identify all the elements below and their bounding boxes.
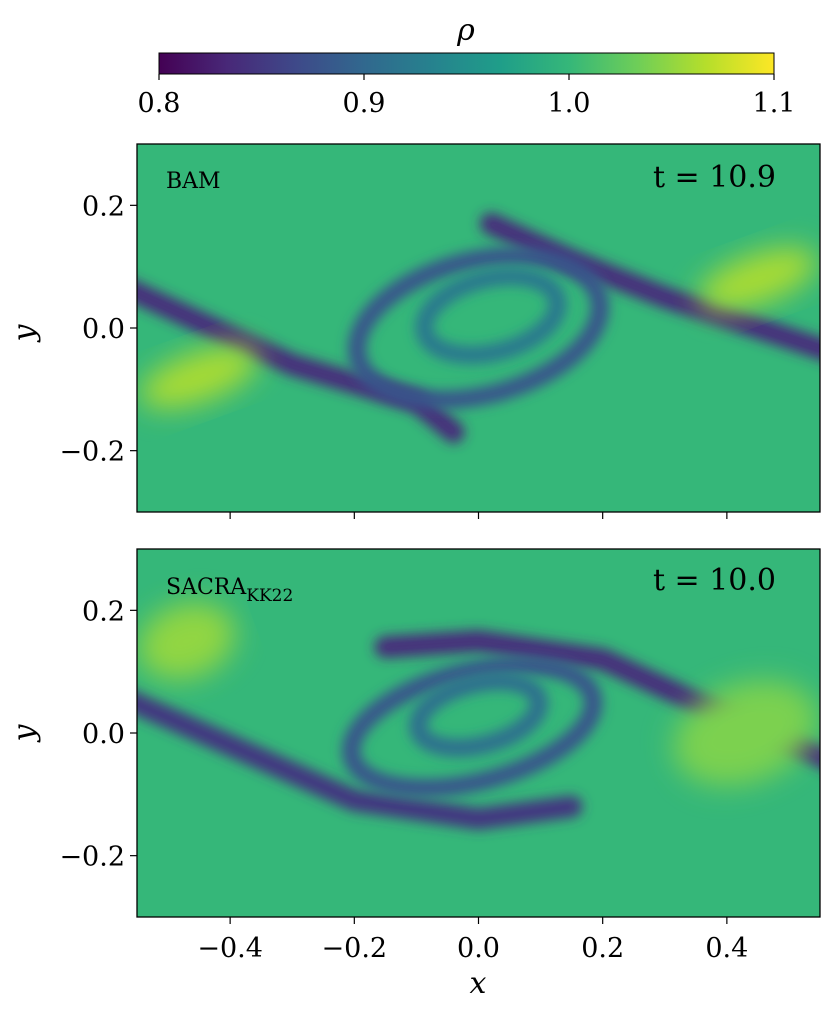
panel-bam: −0.2 0.0 0.2 y BAM t = 10.9 [7,143,821,519]
panel-sacra-label-sub: KK22 [246,586,293,606]
colorbar-tick-label: 0.8 [138,88,181,119]
ytick-label: 0.0 [82,719,125,750]
panel-bam-background [137,144,820,512]
panel-sacra-density-field [137,602,820,830]
ytick-label: 0.2 [82,596,125,627]
panel-bam-density-field [137,212,820,444]
ytick-label: −0.2 [59,437,125,468]
panel-bam-label-main: BAM [166,169,221,194]
density-blob [140,345,259,409]
panel-bam-time: t = 10.9 [653,160,776,195]
density-blob [138,602,236,680]
xaxis-label: x [470,966,487,1001]
colorbar-ticks: 0.8 0.9 1.0 1.1 [138,74,796,119]
density-blob [698,247,817,311]
ytick-label: 0.2 [82,191,125,222]
colorbar-tick-label: 1.0 [548,88,591,119]
density-band [137,691,583,830]
panel-sacra-time: t = 10.0 [653,563,776,598]
colorbar-tick-label: 1.1 [753,88,796,119]
panel-bam-xticks [229,512,728,519]
xtick-label: −0.2 [322,933,388,964]
colorbar-label: ρ [456,13,475,48]
panel-sacra-label: SACRAKK22 [166,575,293,606]
density-ring [342,656,603,798]
xtick-label: 0.0 [457,933,500,964]
panel-sacra: −0.2 0.0 0.2 −0.4 −0.2 0.0 0.2 0.4 y SACRAKK22… [7,548,821,964]
xtick-label: 0.4 [705,933,748,964]
density-blob [673,680,818,786]
panel-bam-ylabel: y [7,323,42,343]
panel-sacra-xticks: −0.4 −0.2 0.0 0.2 0.4 [197,917,748,964]
panel-bam-label: BAM [166,169,221,194]
density-band [479,212,820,361]
xtick-label: 0.2 [581,933,624,964]
colorbar: ρ 0.8 0.9 1.0 1.1 [138,13,796,119]
colorbar-gradient [158,52,775,75]
density-ring [347,246,610,410]
ytick-label: 0.0 [82,314,125,345]
density-band [137,281,465,444]
panel-sacra-label-main: SACRA [166,575,247,600]
ytick-label: −0.2 [59,842,125,873]
panel-sacra-yticks: −0.2 0.0 0.2 [59,596,137,873]
density-ring [408,672,549,757]
density-ring [415,267,567,365]
panel-bam-yticks: −0.2 0.0 0.2 [59,191,137,468]
panel-sacra-ylabel: y [7,723,42,743]
xtick-label: −0.4 [197,933,263,964]
colorbar-tick-label: 0.9 [343,88,386,119]
